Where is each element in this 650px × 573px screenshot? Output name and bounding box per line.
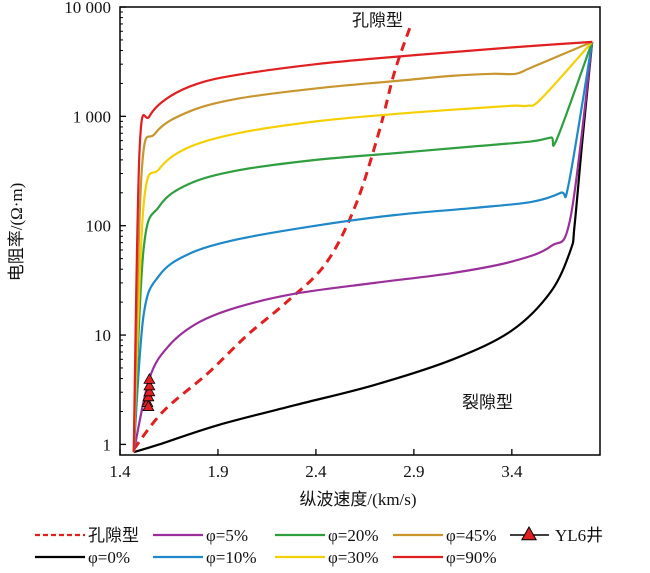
y-tick-label: 10 000: [64, 0, 111, 17]
x-axis-label: 纵波速度/(km/s): [299, 490, 416, 509]
legend-label: 孔隙型: [88, 526, 139, 545]
marker-layer: [141, 372, 156, 411]
y-tick-label: 1: [103, 435, 112, 454]
series-line-5: [132, 41, 593, 453]
y-tick-label: 100: [86, 217, 112, 236]
y-axis-label: 电阻率/(Ω·m): [7, 183, 26, 282]
legend-label: φ=5%: [206, 526, 248, 545]
annotation-pore-type: 孔隙型: [352, 11, 403, 30]
series-line-1: [133, 41, 594, 454]
legend-label: φ=30%: [328, 548, 379, 567]
series-line-7: [132, 40, 593, 453]
scatter-point-yl6: [142, 400, 155, 411]
scatter-point-yl6: [143, 372, 156, 384]
scatter-point-yl6: [143, 385, 156, 397]
legend-label: φ=45%: [446, 526, 497, 545]
series-line-3: [132, 41, 594, 453]
legend-label: φ=90%: [446, 548, 497, 567]
plot-border: [119, 6, 601, 456]
legend-label: φ=0%: [88, 548, 130, 567]
legend-label: φ=20%: [328, 526, 379, 545]
series-layer: [132, 26, 594, 454]
series-line-0: [132, 26, 412, 451]
legend: 孔隙型 φ=5% φ=20% φ=45% YL6井 φ=0% φ=10% φ=30% φ=90%: [35, 525, 603, 567]
annotation-fracture-type: 裂隙型: [462, 393, 513, 412]
x-tick-label: 2.9: [403, 462, 424, 481]
scatter-point-yl6: [143, 379, 156, 391]
legend-label: YL6井: [555, 526, 603, 545]
x-tick-label: 3.4: [501, 462, 523, 481]
y-tick-label: 10: [94, 326, 111, 345]
x-tick-label: 2.4: [305, 462, 327, 481]
series-line-2: [132, 41, 594, 453]
legend-swatch-marker: [520, 525, 538, 541]
x-tick-label: 1.9: [207, 462, 228, 481]
series-line-4: [132, 41, 594, 453]
x-tick-label: 1.4: [109, 462, 131, 481]
series-line-6: [132, 40, 593, 453]
plot-frame: [119, 6, 601, 456]
y-tick-label: 1 000: [73, 107, 111, 126]
tick-layer: 1.4 1.9 2.4 2.9 3.4 1 10 100 1 000 10 000: [64, 0, 523, 481]
legend-label: φ=10%: [206, 548, 257, 567]
